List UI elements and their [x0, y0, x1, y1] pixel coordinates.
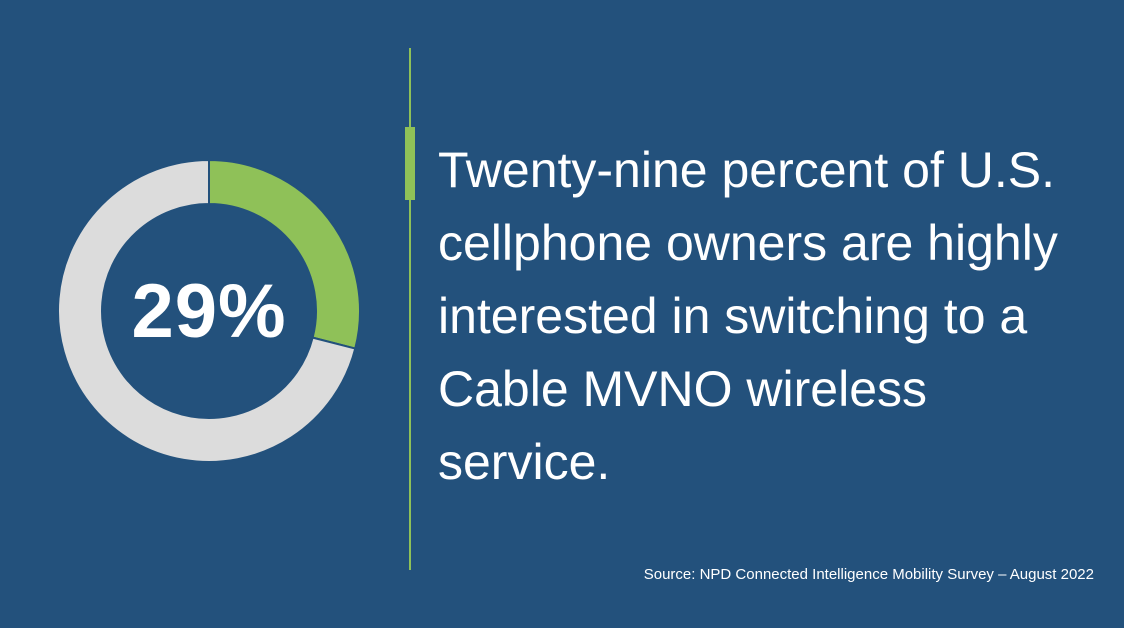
- donut-chart: 29%: [58, 160, 360, 462]
- accent-bar: [405, 127, 415, 200]
- donut-chart-svg: [58, 160, 360, 462]
- headline-text: Twenty-nine percent of U.S. cellphone ow…: [438, 142, 1058, 490]
- donut-slice-remainder: [58, 160, 357, 462]
- source-citation: Source: NPD Connected Intelligence Mobil…: [643, 566, 1094, 583]
- vertical-divider: [409, 48, 411, 570]
- donut-center-value: 29%: [131, 268, 287, 354]
